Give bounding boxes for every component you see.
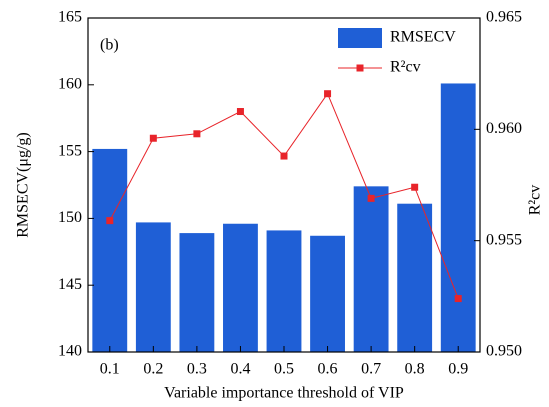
legend-label: R²cv <box>390 59 421 76</box>
x-tick-label: 0.5 <box>274 361 294 378</box>
x-tick-label: 0.1 <box>100 361 120 378</box>
bar <box>179 233 215 352</box>
y-tick-label: 155 <box>58 142 82 159</box>
y-tick-label: 160 <box>58 75 82 92</box>
legend-marker <box>356 64 364 72</box>
bar <box>92 148 128 352</box>
y-axis-label: RMSECV(μg/g) <box>15 132 32 237</box>
point <box>280 152 288 160</box>
y2-axis-label: R²cv <box>527 185 544 216</box>
bar <box>397 203 433 352</box>
x-tick-label: 0.3 <box>187 361 207 378</box>
annotation: (b) <box>100 37 119 54</box>
point <box>193 130 201 138</box>
y2-tick-label: 0.955 <box>486 231 522 248</box>
bar <box>266 230 302 352</box>
x-tick-label: 0.9 <box>448 361 468 378</box>
x-tick-label: 0.4 <box>230 361 250 378</box>
y2-tick-label: 0.965 <box>486 9 522 26</box>
point <box>324 90 332 98</box>
bar <box>440 83 476 353</box>
point <box>149 134 157 142</box>
y-tick-label: 140 <box>58 343 82 360</box>
legend-swatch <box>338 28 382 48</box>
x-tick-label: 0.7 <box>361 361 381 378</box>
y2-tick-label: 0.950 <box>486 343 522 360</box>
point <box>454 295 462 303</box>
bar <box>223 223 258 352</box>
y-tick-label: 150 <box>58 209 82 226</box>
point <box>106 217 114 225</box>
legend-label: RMSECV <box>390 29 456 46</box>
x-tick-label: 0.2 <box>143 361 163 378</box>
y-tick-label: 165 <box>58 9 82 26</box>
bar <box>353 186 389 352</box>
x-tick-label: 0.6 <box>318 361 338 378</box>
point <box>236 108 244 116</box>
x-axis-label: Variable importance threshold of VIP <box>164 385 404 402</box>
point <box>367 194 375 202</box>
bar <box>310 235 345 352</box>
x-tick-label: 0.8 <box>405 361 425 378</box>
y-tick-label: 145 <box>58 276 82 293</box>
bar <box>135 222 171 352</box>
point <box>411 183 419 191</box>
y2-tick-label: 0.960 <box>486 120 522 137</box>
